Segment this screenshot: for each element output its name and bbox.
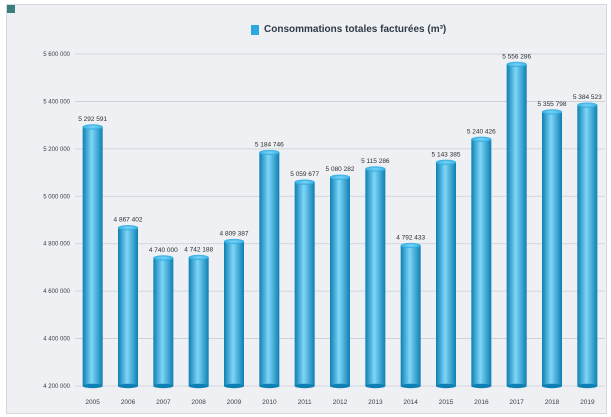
bar-cap: [259, 149, 280, 156]
bar: [365, 168, 386, 386]
bar-base: [82, 383, 103, 389]
x-tick-label: 2015: [439, 399, 454, 406]
data-label: 5 240 426: [467, 128, 496, 135]
bar-base: [506, 383, 527, 389]
bar: [188, 257, 209, 386]
bar: [118, 227, 138, 386]
y-tick-label: 5 400 000: [43, 99, 70, 105]
bar-base: [365, 383, 386, 389]
bar-cap: [400, 242, 421, 249]
y-tick-label: 5 600 000: [43, 52, 70, 58]
x-tick-label: 2012: [333, 399, 348, 406]
bar: [82, 126, 103, 387]
data-label: 4 809 387: [220, 230, 249, 237]
bar-base: [224, 383, 244, 389]
y-tick-label: 4 400 000: [43, 337, 70, 343]
bar-cap: [223, 238, 245, 245]
x-tick-label: 2007: [156, 399, 171, 406]
bar-cap: [577, 102, 598, 108]
data-label: 5 384 523: [573, 94, 602, 101]
bar: [294, 182, 315, 386]
data-label: 5 143 385: [432, 151, 461, 158]
bar-base: [577, 383, 598, 389]
bar: [153, 257, 174, 386]
bar-cap: [471, 136, 492, 142]
bar: [436, 162, 456, 386]
bar-cap: [117, 225, 139, 231]
y-tick-label: 5 200 000: [43, 147, 70, 153]
bar-base: [400, 383, 421, 389]
x-tick-label: 2010: [262, 399, 277, 406]
y-tick-label: 4 600 000: [43, 289, 70, 295]
bar-cap: [329, 174, 351, 180]
chart-area: Consommations totales facturées (m³) 4 2…: [6, 4, 607, 414]
x-tick-label: 2017: [509, 399, 524, 406]
data-label: 5 556 286: [502, 53, 531, 60]
data-label: 4 867 402: [114, 217, 143, 224]
x-tick-label: 2008: [191, 399, 206, 406]
data-label: 5 080 282: [326, 166, 355, 173]
x-tick-label: 2011: [298, 399, 312, 406]
bar: [542, 111, 562, 386]
data-label: 5 355 798: [538, 101, 567, 108]
bar-cap: [82, 124, 103, 130]
x-tick-label: 2009: [227, 399, 242, 406]
app-icon: [7, 5, 15, 13]
data-label: 5 115 286: [361, 158, 390, 165]
bar-cap: [435, 159, 457, 165]
bar-base: [471, 383, 492, 389]
bar-base: [542, 383, 562, 389]
bar: [259, 152, 280, 386]
data-label: 4 792 433: [396, 235, 425, 242]
x-tick-label: 2013: [368, 399, 383, 406]
bar: [506, 64, 527, 387]
x-tick-label: 2018: [545, 399, 560, 406]
y-tick-label: 4 800 000: [43, 242, 70, 248]
bar-cap: [541, 109, 563, 115]
bar-cap: [153, 255, 174, 261]
y-tick-label: 4 200 000: [43, 384, 70, 390]
data-label: 4 740 000: [149, 247, 178, 254]
bar-base: [436, 383, 456, 389]
bar-cap: [188, 254, 209, 261]
bar: [577, 105, 598, 387]
bar-cap: [365, 166, 386, 172]
data-label: 5 292 591: [78, 116, 107, 123]
x-tick-label: 2014: [403, 399, 418, 406]
bar: [471, 139, 492, 386]
bar-cap: [294, 179, 315, 185]
data-label: 4 742 188: [184, 246, 213, 253]
x-tick-label: 2019: [580, 399, 595, 406]
y-tick-label: 5 000 000: [43, 194, 70, 200]
data-label: 5 184 746: [255, 141, 284, 148]
legend-swatch: [251, 24, 259, 35]
bar-cap: [506, 61, 527, 67]
bar: [330, 177, 350, 386]
x-tick-label: 2006: [121, 399, 136, 406]
legend-label: Consommations totales facturées (m³): [264, 24, 447, 35]
legend: Consommations totales facturées (m³): [251, 24, 446, 35]
bar: [224, 241, 244, 386]
bar-base: [294, 383, 315, 389]
bar-base: [118, 383, 138, 389]
bar: [400, 245, 421, 386]
bar-base: [330, 383, 350, 389]
bar-base: [259, 383, 280, 389]
bar-base: [153, 383, 174, 389]
x-tick-label: 2005: [85, 399, 100, 406]
bar-chart: 4 200 000 4 400 000 4 600 000 4 800 000 5 00…: [43, 52, 605, 406]
x-tick-label: 2016: [474, 399, 489, 406]
data-label: 5 059 677: [290, 171, 319, 178]
bar-base: [188, 383, 209, 389]
